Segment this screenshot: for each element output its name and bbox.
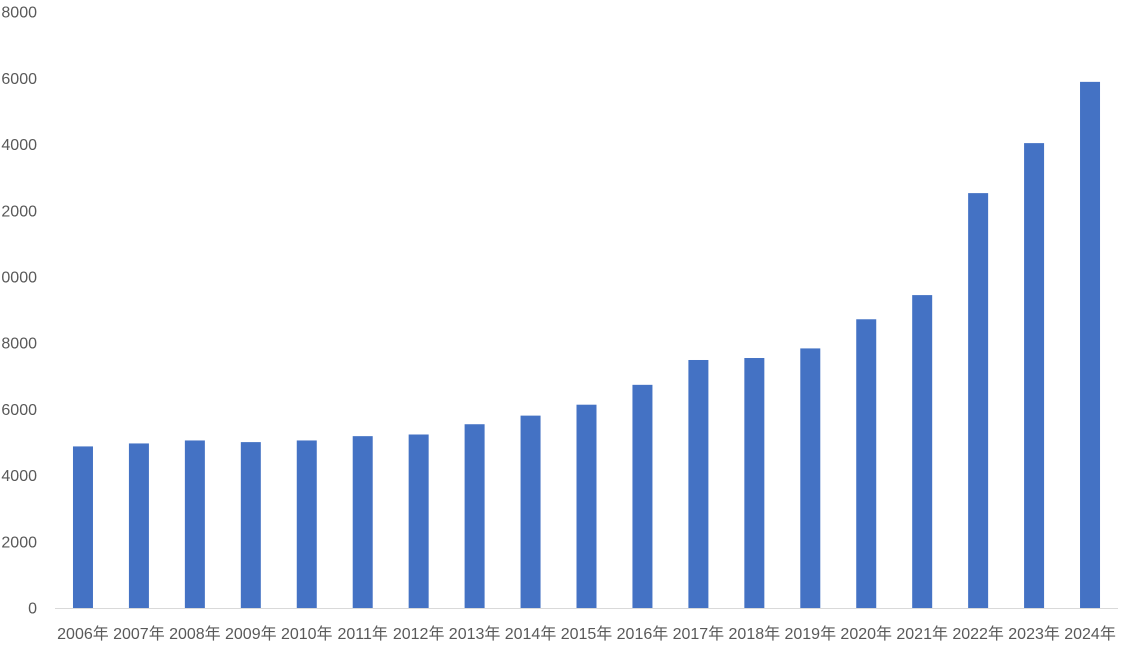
x-axis-tick-label: 2011年 bbox=[337, 625, 387, 643]
bar-2016年 bbox=[632, 384, 653, 608]
x-axis-tick-label: 2010年 bbox=[281, 625, 333, 643]
x-axis-tick-label: 2020年 bbox=[840, 625, 892, 643]
y-axis-tick-label: 4000 bbox=[1, 468, 37, 485]
x-axis-tick-label: 2021年 bbox=[896, 625, 948, 643]
x-axis-tick-label: 2023年 bbox=[1008, 625, 1060, 643]
x-axis-tick-label: 2015年 bbox=[561, 625, 613, 643]
y-axis-tick-label: 8000 bbox=[1, 5, 37, 22]
y-axis-tick-label: 8000 bbox=[1, 336, 37, 353]
bar-2007年 bbox=[128, 443, 149, 608]
x-axis-tick-label: 2009年 bbox=[225, 625, 277, 643]
x-axis-tick-label: 2017年 bbox=[673, 625, 725, 643]
y-axis-tick-label: 6000 bbox=[1, 71, 37, 88]
bar-2011年 bbox=[352, 436, 373, 608]
bar-2024年 bbox=[1080, 81, 1101, 608]
bar-2014年 bbox=[520, 415, 541, 608]
x-axis-tick-label: 2013年 bbox=[449, 625, 501, 643]
bar-2015年 bbox=[576, 404, 597, 608]
y-axis-tick-label: 2000 bbox=[1, 203, 37, 220]
y-axis-tick-label: 4000 bbox=[1, 137, 37, 154]
y-axis-tick-label: 0000 bbox=[1, 269, 37, 286]
bar-2009年 bbox=[240, 442, 261, 608]
bar-2023年 bbox=[1024, 143, 1045, 608]
y-axis-tick-label: 0 bbox=[28, 601, 37, 618]
y-axis-tick-label: 6000 bbox=[1, 402, 37, 419]
x-axis-tick-label: 2016年 bbox=[617, 625, 669, 643]
x-axis-tick-label: 2008年 bbox=[169, 625, 221, 643]
bar-2013年 bbox=[464, 424, 485, 608]
bar-2019年 bbox=[800, 348, 821, 608]
bar-2008年 bbox=[184, 440, 205, 608]
x-axis-tick-label: 2014年 bbox=[505, 625, 557, 643]
bar-2006年 bbox=[72, 446, 93, 608]
x-axis-tick-label: 2022年 bbox=[952, 625, 1004, 643]
bar-2021年 bbox=[912, 295, 933, 608]
x-axis-tick-label: 2006年 bbox=[57, 625, 109, 643]
x-axis-tick-label: 2019年 bbox=[784, 625, 836, 643]
bar-2010年 bbox=[296, 440, 317, 608]
x-axis-tick-label: 2024年 bbox=[1064, 625, 1116, 643]
bar-2022年 bbox=[968, 193, 989, 608]
bar-2020年 bbox=[856, 319, 877, 608]
bar-2017年 bbox=[688, 359, 709, 608]
bar-2012年 bbox=[408, 434, 429, 608]
x-axis-tick-label: 2012年 bbox=[393, 625, 445, 643]
x-axis-tick-label: 2018年 bbox=[729, 625, 781, 643]
x-axis-tick-label: 2007年 bbox=[113, 625, 165, 643]
bar-2018年 bbox=[744, 358, 765, 608]
y-axis-tick-label: 2000 bbox=[1, 534, 37, 551]
